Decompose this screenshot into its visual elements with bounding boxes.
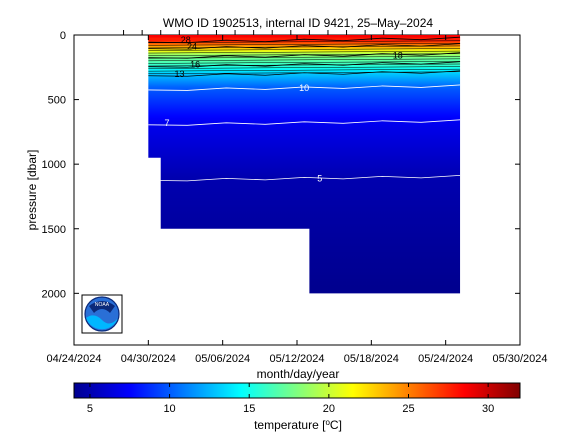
contour-line	[148, 61, 461, 68]
contour-label: 5	[317, 173, 322, 183]
contour-line	[148, 68, 461, 72]
contour-line	[148, 61, 461, 64]
y-tick-label: 1500	[42, 224, 66, 236]
contour-line	[148, 84, 461, 91]
contour-line	[148, 119, 461, 126]
y-axis: 0 500 1000 1500 2000	[42, 30, 520, 300]
x-tick-label: 05/30/2024	[492, 353, 547, 365]
x-tick-label: 05/18/2024	[344, 353, 399, 365]
contour-line	[148, 40, 461, 43]
x-axis-label: month/day/year	[257, 367, 340, 381]
x-axis: 04/24/2024 04/30/2024 05/06/2024 05/12/2024…	[46, 35, 548, 365]
colorbar-ticks: 5 10 15 20 25 30	[87, 383, 494, 415]
colorbar-tick-label: 10	[163, 403, 175, 415]
y-tick-label: 0	[60, 30, 66, 42]
x-tick-label: 05/06/2024	[195, 353, 250, 365]
colorbar-label: temperature [oC]	[254, 418, 342, 432]
colorbar-tick-label: 15	[243, 403, 255, 415]
contour-line	[148, 48, 461, 51]
contour-label: 24	[187, 42, 197, 52]
y-tick-label: 2000	[42, 288, 66, 300]
profile-ticks	[123, 30, 459, 35]
colorbar-tick-label: 5	[87, 403, 93, 415]
colorbar-tick-label: 30	[482, 403, 494, 415]
temperature-field	[148, 35, 461, 294]
contour-line	[148, 53, 461, 56]
colorbar-tick-label: 25	[402, 403, 414, 415]
colorbar	[73, 382, 521, 399]
colorbar-tick-label: 20	[323, 403, 335, 415]
x-tick-label: 04/24/2024	[46, 353, 101, 365]
contour-line	[148, 63, 461, 67]
contour-line	[148, 43, 461, 50]
contour-line	[148, 45, 461, 49]
contour-line	[148, 58, 461, 62]
x-tick-label: 05/24/2024	[418, 353, 473, 365]
contour-label: 13	[174, 69, 184, 79]
y-axis-label: pressure [dbar]	[25, 150, 39, 231]
contour-line	[148, 71, 461, 74]
x-tick-label: 05/12/2024	[269, 353, 324, 365]
y-tick-label: 500	[48, 95, 66, 107]
x-tick-label: 04/30/2024	[121, 353, 176, 365]
contour-line	[148, 66, 461, 69]
contour-line	[148, 36, 461, 44]
contour-line	[148, 56, 461, 59]
contour-label: 7	[165, 118, 170, 128]
contour-label: 28	[181, 35, 191, 45]
contour-label: 10	[299, 83, 309, 93]
contour-line	[148, 174, 461, 182]
y-tick-label: 1000	[42, 159, 66, 171]
noaa-logo: NOAA	[81, 294, 123, 334]
contour-label: 16	[190, 60, 200, 70]
contour-line	[148, 50, 461, 54]
noaa-logo-text: NOAA	[95, 302, 110, 308]
chart-title: WMO ID 1902513, internal ID 9421, 25–May…	[163, 16, 433, 30]
contour-line	[148, 43, 461, 46]
contour-label: 18	[393, 51, 403, 61]
